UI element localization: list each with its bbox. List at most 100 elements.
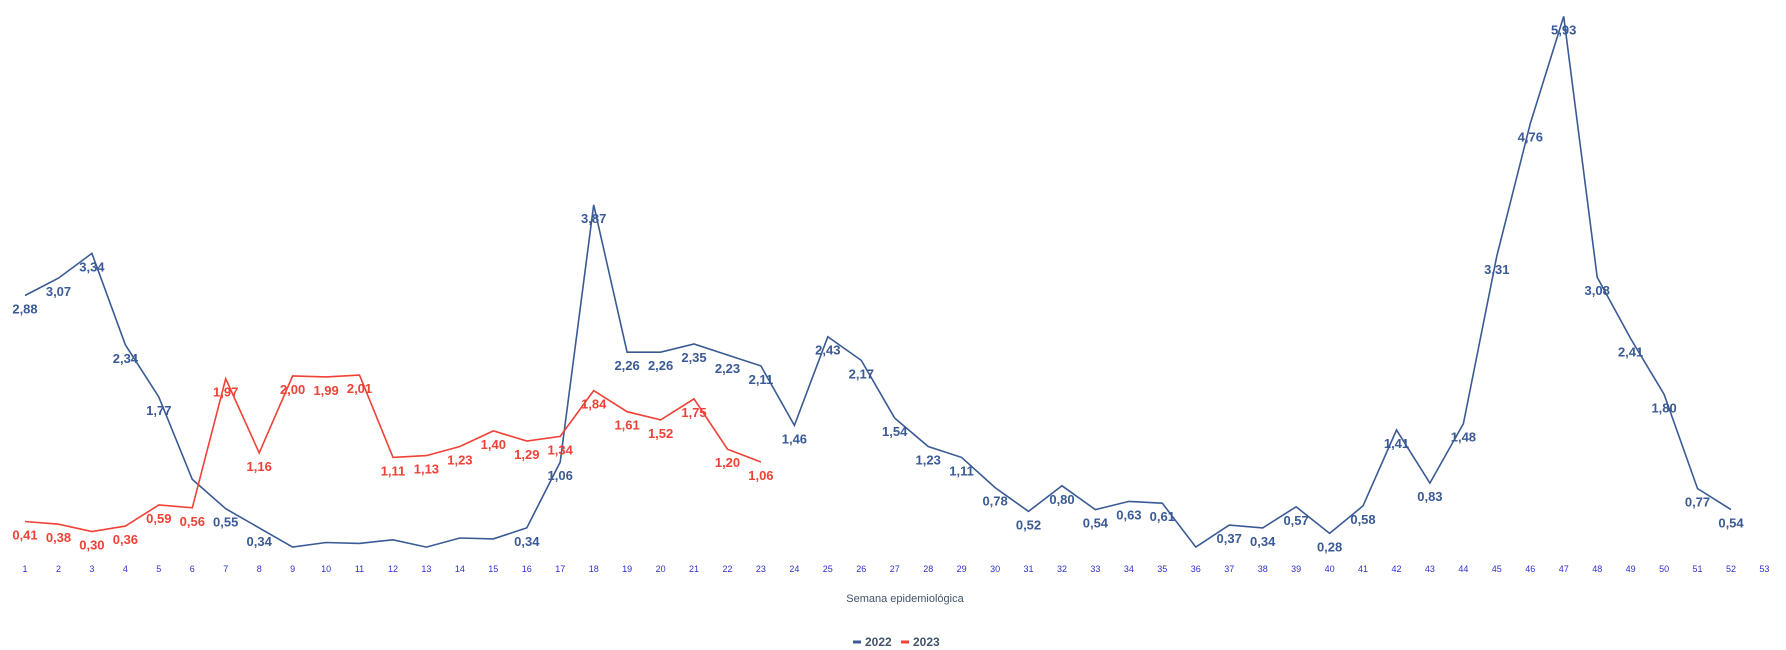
- x-tick-label: 35: [1157, 564, 1167, 574]
- x-tick-label: 11: [355, 564, 364, 574]
- data-label-2022: 0,37: [1217, 531, 1242, 546]
- x-tick-label: 22: [722, 564, 732, 574]
- data-label-2023: 0,30: [79, 538, 104, 553]
- x-tick-label: 47: [1559, 564, 1569, 574]
- x-tick-label: 53: [1759, 564, 1769, 574]
- x-tick-label: 27: [890, 564, 900, 574]
- x-tick-label: 50: [1659, 564, 1669, 574]
- data-labels: 2,88 3,07 3,34 2,34 1,77 0,55 0,34 0,34 1,06 3,87…: [12, 22, 1744, 554]
- data-label-2023: 0,38: [46, 530, 71, 545]
- data-label-2022: 0,78: [982, 494, 1007, 509]
- x-tick-label: 2: [56, 564, 61, 574]
- data-label-2022: 3,07: [46, 284, 71, 299]
- data-label-2022: 0,34: [1250, 534, 1276, 549]
- data-label-2022: 0,55: [213, 515, 238, 530]
- x-tick-label: 3: [89, 564, 94, 574]
- data-label-2022: 2,11: [749, 372, 774, 387]
- x-tick-label: 31: [1023, 564, 1033, 574]
- data-label-2023: 0,41: [12, 528, 37, 543]
- x-tick-label: 36: [1191, 564, 1201, 574]
- data-label-2022: 0,61: [1150, 509, 1175, 524]
- data-label-2022: 0,34: [247, 534, 273, 549]
- x-tick-label: 30: [990, 564, 1000, 574]
- data-label-2023: 1,11: [381, 463, 406, 478]
- x-tick-label: 10: [321, 564, 331, 574]
- x-tick-label: 37: [1224, 564, 1234, 574]
- data-label-2023: 1,34: [548, 442, 574, 457]
- x-tick-label: 46: [1525, 564, 1535, 574]
- x-tick-label: 29: [957, 564, 967, 574]
- data-label-2022: 1,77: [146, 403, 171, 418]
- x-tick-label: 43: [1425, 564, 1435, 574]
- data-label-2022: 0,28: [1317, 539, 1342, 554]
- data-label-2022: 2,35: [681, 350, 706, 365]
- data-label-2023: 0,59: [146, 511, 171, 526]
- data-label-2022: 4,76: [1518, 130, 1543, 145]
- data-label-2022: 3,87: [581, 211, 606, 226]
- x-tick-label: 19: [622, 564, 632, 574]
- data-label-2022: 0,57: [1283, 513, 1308, 528]
- data-label-2022: 5,93: [1551, 22, 1576, 37]
- data-label-2022: 0,77: [1685, 495, 1710, 510]
- x-tick-label: 9: [290, 564, 295, 574]
- x-tick-label: 23: [756, 564, 766, 574]
- data-label-2023: 1,52: [648, 426, 673, 441]
- x-tick-label: 12: [388, 564, 398, 574]
- x-tick-label: 32: [1057, 564, 1067, 574]
- series-line-2022: [24, 16, 1732, 549]
- x-tick-label: 25: [823, 564, 833, 574]
- x-tick-label: 24: [789, 564, 799, 574]
- data-label-2022: 2,23: [715, 361, 740, 376]
- x-tick-label: 16: [522, 564, 532, 574]
- x-tick-label: 26: [856, 564, 866, 574]
- x-tick-label: 1: [22, 564, 27, 574]
- data-label-2022: 2,34: [113, 351, 139, 366]
- data-label-2022: 1,54: [882, 424, 908, 439]
- data-label-2022: 2,43: [815, 343, 840, 358]
- data-label-2022: 3,31: [1484, 262, 1509, 277]
- x-tick-label: 44: [1458, 564, 1468, 574]
- data-label-2022: 1,06: [548, 468, 573, 483]
- series-lines: [24, 16, 1732, 549]
- x-tick-label: 51: [1692, 564, 1702, 574]
- data-label-2023: 2,00: [280, 382, 305, 397]
- x-tick-label: 18: [589, 564, 599, 574]
- data-label-2023: 2,01: [347, 381, 372, 396]
- data-label-2023: 1,16: [247, 459, 272, 474]
- data-label-2022: 0,80: [1049, 492, 1074, 507]
- data-label-2022: 2,26: [648, 358, 673, 373]
- legend-label-2023: 2023: [913, 635, 940, 649]
- x-tick-label: 49: [1626, 564, 1636, 574]
- x-tick-label: 28: [923, 564, 933, 574]
- x-tick-label: 41: [1358, 564, 1368, 574]
- x-tick-label: 13: [421, 564, 431, 574]
- data-label-2022: 1,80: [1651, 400, 1676, 415]
- data-label-2023: 0,56: [180, 514, 205, 529]
- x-axis-ticks: 1 2 3 4 5 6 7 8 9 10 11 12 13 14 15 16 17 18 19 20 21 22 23 24 2…: [22, 564, 1769, 574]
- data-label-2022: 0,63: [1116, 507, 1141, 522]
- data-label-2022: 0,34: [514, 534, 540, 549]
- data-label-2023: 1,40: [481, 437, 506, 452]
- data-label-2022: 2,88: [12, 302, 37, 317]
- x-tick-label: 39: [1291, 564, 1301, 574]
- x-tick-label: 45: [1492, 564, 1502, 574]
- data-label-2022: 2,41: [1618, 345, 1643, 360]
- x-axis-title: Semana epidemiológica: [846, 593, 964, 605]
- data-label-2023: 1,23: [447, 453, 472, 468]
- data-label-2022: 1,41: [1384, 436, 1409, 451]
- data-label-2023: 1,13: [414, 462, 439, 477]
- data-label-2022: 3,34: [79, 259, 105, 274]
- x-tick-label: 14: [455, 564, 465, 574]
- x-tick-label: 42: [1391, 564, 1401, 574]
- data-label-2022: 1,11: [949, 463, 974, 478]
- x-tick-label: 8: [257, 564, 262, 574]
- x-tick-label: 33: [1090, 564, 1100, 574]
- data-label-2023: 1,20: [715, 455, 740, 470]
- data-label-2022: 1,48: [1451, 430, 1476, 445]
- data-label-2023: 1,97: [213, 385, 238, 400]
- data-label-2022: 2,26: [614, 358, 639, 373]
- data-label-2023: 1,75: [681, 405, 706, 420]
- data-label-2023: 1,99: [313, 383, 338, 398]
- data-label-2023: 1,06: [748, 468, 773, 483]
